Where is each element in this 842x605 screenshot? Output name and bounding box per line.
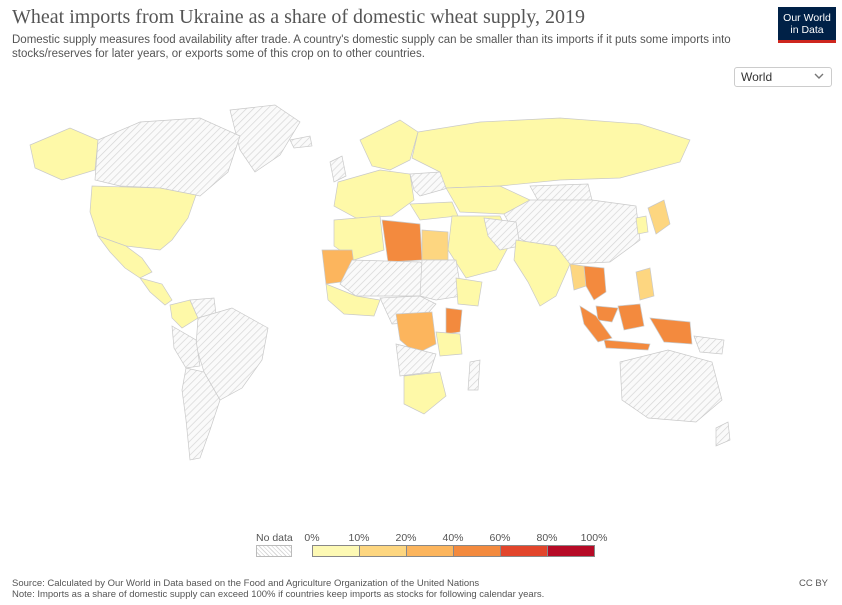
country-new-zealand: [715, 421, 731, 447]
region-select[interactable]: World: [734, 67, 832, 87]
country-tanzania: [435, 331, 463, 357]
legend-tick-label: 0%: [304, 532, 320, 544]
legend-no-data-swatch: [256, 545, 292, 557]
country-russia: [411, 117, 691, 189]
data-note: Note: Imports as a share of domestic sup…: [12, 589, 545, 600]
country-central-america: [139, 277, 173, 306]
country-alaska: [29, 127, 99, 181]
country-uk-ireland: [329, 155, 347, 183]
country-west-africa: [325, 283, 381, 317]
chart-title: Wheat imports from Ukraine as a share of…: [12, 6, 585, 28]
license-link[interactable]: CC BY: [798, 578, 828, 589]
country-canada: [94, 117, 241, 197]
legend-bin-4[interactable]: [500, 545, 548, 557]
country-malaysia: [595, 305, 619, 323]
country-kenya: [445, 307, 463, 335]
country-thailand: [583, 265, 607, 301]
country-korea: [635, 215, 649, 235]
country-angola-zambia: [395, 343, 437, 377]
country-australia: [619, 349, 723, 423]
chart-subtitle: Domestic supply measures food availabili…: [12, 34, 731, 60]
legend-bin-1[interactable]: [359, 545, 407, 557]
legend-tick-label: 20%: [395, 532, 417, 544]
country-myanmar: [569, 263, 587, 291]
legend-tick-label: 40%: [442, 532, 464, 544]
country-iceland: [289, 135, 313, 149]
country-brazil: [195, 307, 269, 401]
country-iran: [483, 217, 521, 251]
country-indonesia-borneo: [617, 303, 645, 331]
country-usa: [89, 185, 197, 251]
country-colombia: [169, 299, 199, 329]
country-japan: [647, 199, 671, 235]
country-peru: [171, 325, 201, 369]
region-select-value: World: [741, 70, 773, 84]
country-png: [693, 335, 725, 355]
country-turkey: [409, 201, 459, 221]
legend-tick-label: 80%: [536, 532, 558, 544]
country-argentina-chile: [181, 367, 221, 461]
country-indonesia-east: [649, 317, 693, 345]
country-dr-congo: [395, 311, 437, 355]
country-western-europe: [333, 169, 415, 219]
country-india: [513, 239, 571, 307]
source-note: Source: Calculated by Our World in Data …: [12, 578, 480, 589]
country-scandinavia: [359, 119, 419, 171]
country-egypt: [421, 229, 449, 261]
country-ukraine: [409, 171, 449, 197]
logo-line-2: in Data: [790, 23, 824, 36]
country-philippines: [635, 267, 655, 301]
country-sudan: [419, 259, 463, 301]
country-libya: [381, 219, 423, 263]
country-morocco-algeria: [333, 215, 385, 261]
legend-bin-0[interactable]: [312, 545, 360, 557]
country-greenland: [229, 104, 301, 173]
chevron-down-icon: [813, 70, 825, 85]
logo-line-1: Our World: [783, 11, 831, 24]
map-legend: No data 0% 10% 20% 40% 60% 80% 100%: [250, 530, 610, 564]
legend-no-data-label: No data: [256, 532, 293, 544]
world-map[interactable]: [0, 100, 842, 530]
legend-bin-2[interactable]: [406, 545, 454, 557]
legend-tick-label: 60%: [489, 532, 511, 544]
country-mexico: [97, 235, 153, 279]
country-madagascar: [467, 359, 481, 391]
country-ethiopia: [455, 277, 483, 307]
country-south-africa: [403, 371, 447, 415]
legend-bin-5[interactable]: [547, 545, 595, 557]
legend-bin-3[interactable]: [453, 545, 501, 557]
owid-logo[interactable]: Our World in Data: [778, 7, 836, 43]
legend-tick-label: 10%: [348, 532, 370, 544]
legend-tick-label: 100%: [580, 532, 608, 544]
footer: Source: Calculated by Our World in Data …: [12, 578, 772, 600]
country-indonesia-java: [603, 339, 651, 351]
